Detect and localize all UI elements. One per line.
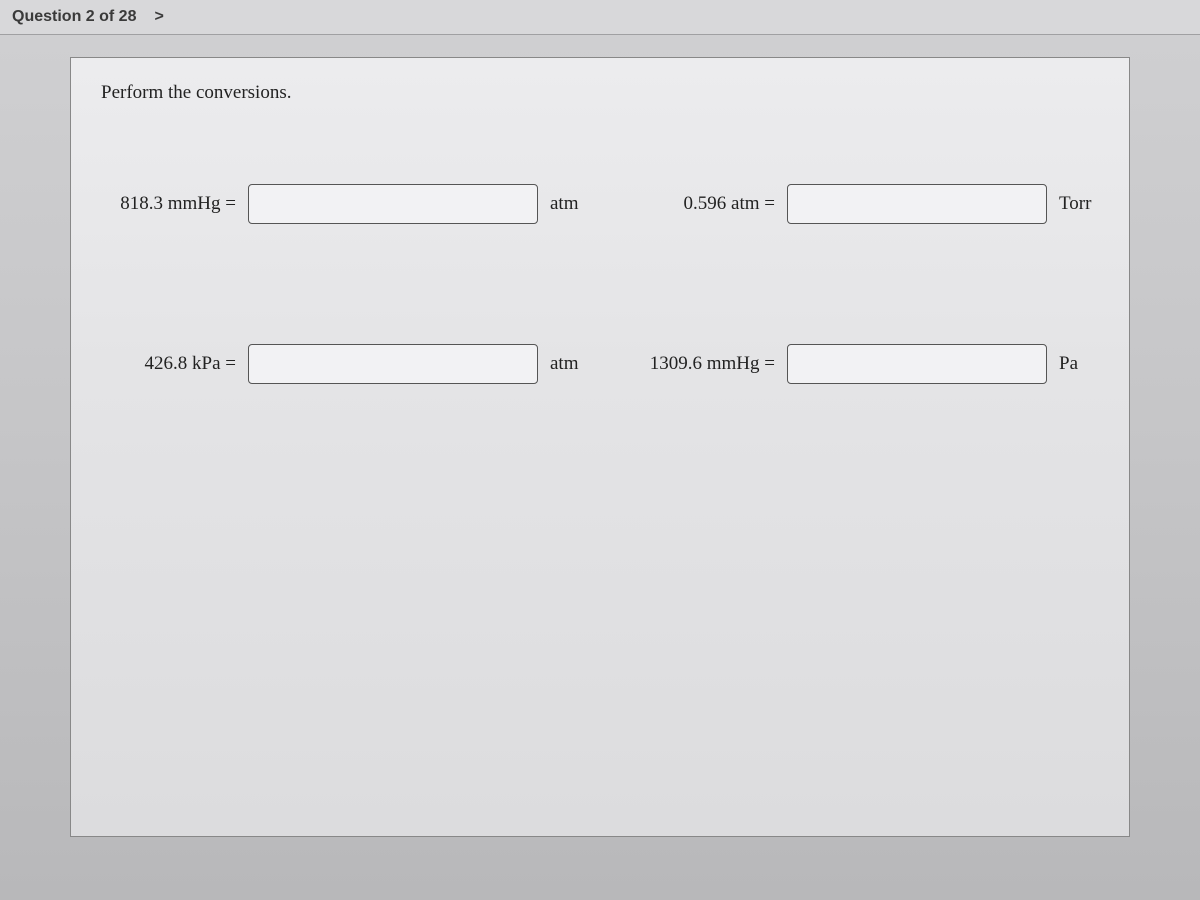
instruction-text: Perform the conversions. xyxy=(101,82,1099,104)
conversion-item: 818.3 mmHg = atm xyxy=(101,184,590,224)
answer-input-mmhg-to-pa[interactable] xyxy=(787,344,1047,384)
unit-label: atm xyxy=(550,193,590,215)
prompt-label: 426.8 kPa = xyxy=(101,353,236,375)
page-container: Question 2 of 28 > Perform the conversio… xyxy=(0,0,1200,900)
conversion-item: 0.596 atm = Torr xyxy=(620,184,1099,224)
prompt-label: 1309.6 mmHg = xyxy=(620,353,775,375)
answer-input-mmhg-to-atm[interactable] xyxy=(248,184,538,224)
question-counter: Question 2 of 28 xyxy=(12,8,136,26)
conversion-row: 426.8 kPa = atm 1309.6 mmHg = Pa xyxy=(101,344,1099,384)
answer-input-atm-to-torr[interactable] xyxy=(787,184,1047,224)
question-panel: Perform the conversions. 818.3 mmHg = at… xyxy=(70,57,1130,837)
prompt-label: 0.596 atm = xyxy=(620,193,775,215)
unit-label: Pa xyxy=(1059,353,1099,375)
next-question-chevron-icon[interactable]: > xyxy=(154,8,163,26)
answer-input-kpa-to-atm[interactable] xyxy=(248,344,538,384)
conversion-item: 426.8 kPa = atm xyxy=(101,344,590,384)
conversion-item: 1309.6 mmHg = Pa xyxy=(620,344,1099,384)
unit-label: Torr xyxy=(1059,193,1099,215)
prompt-label: 818.3 mmHg = xyxy=(101,193,236,215)
header-bar: Question 2 of 28 > xyxy=(0,0,1200,35)
conversion-row: 818.3 mmHg = atm 0.596 atm = Torr xyxy=(101,184,1099,224)
unit-label: atm xyxy=(550,353,590,375)
